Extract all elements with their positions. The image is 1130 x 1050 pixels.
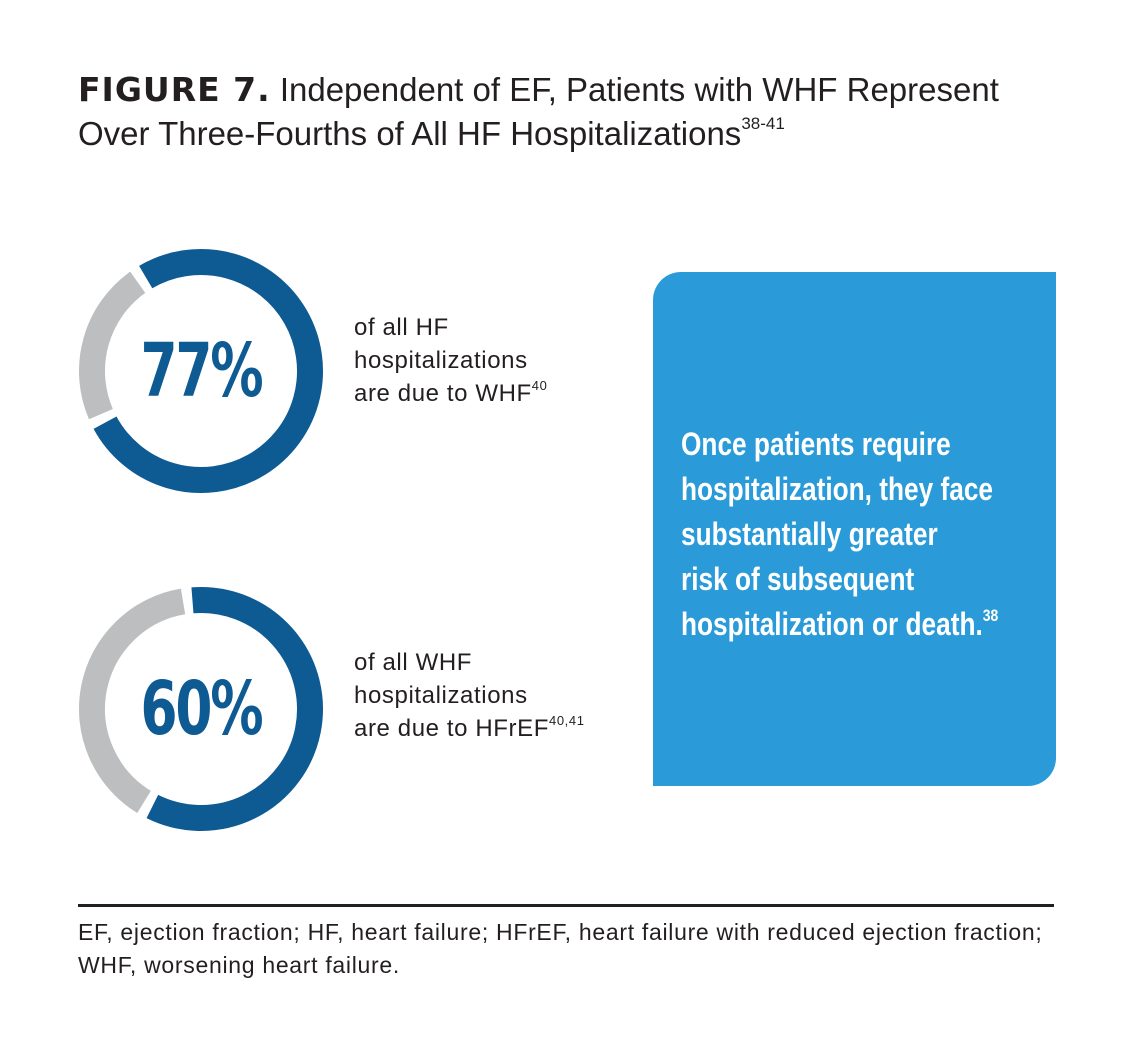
callout-body: Once patients require hospitalization, t… bbox=[681, 426, 994, 642]
caption-line: hospitalizations bbox=[354, 347, 528, 374]
donut-value-label: 77% bbox=[140, 328, 263, 414]
callout-refs: 38 bbox=[982, 606, 999, 625]
caption-refs: 40,41 bbox=[549, 713, 585, 728]
donut-caption-hfref: of all WHF hospitalizations are due to H… bbox=[354, 646, 585, 745]
caption-refs: 40 bbox=[531, 378, 548, 393]
caption-line: are due to HFrEF40,41 bbox=[354, 712, 585, 745]
donut-remainder-arc bbox=[79, 271, 146, 420]
callout-text: Once patients require hospitalization, t… bbox=[681, 422, 1075, 647]
donut-chart-hfref: 60% bbox=[70, 578, 332, 840]
caption-line: are due to WHF40 bbox=[354, 377, 547, 410]
figure-label: FIGURE 7. bbox=[78, 70, 271, 109]
footnote-divider bbox=[78, 904, 1054, 907]
donut-caption-whf: of all HF hospitalizations are due to WH… bbox=[354, 311, 547, 410]
donut-value-arc bbox=[93, 249, 323, 493]
donut-svg-whf bbox=[79, 249, 323, 493]
caption-text: are due to WHF bbox=[354, 380, 532, 407]
figure-title-text: Independent of EF, Patients with WHF Rep… bbox=[78, 71, 999, 152]
caption-line: hospitalizations bbox=[354, 682, 528, 709]
figure-title: FIGURE 7. Independent of EF, Patients wi… bbox=[78, 68, 1078, 156]
donut-svg-hfref bbox=[79, 587, 323, 831]
caption-text: are due to HFrEF bbox=[354, 715, 550, 742]
figure-title-refs: 38-41 bbox=[741, 114, 785, 133]
donut-remainder-arc bbox=[79, 588, 186, 814]
caption-line: of all HF bbox=[354, 314, 449, 341]
callout-box: Once patients require hospitalization, t… bbox=[653, 272, 1056, 786]
footnote: EF, ejection fraction; HF, heart failure… bbox=[78, 919, 1043, 978]
donut-value-label: 60% bbox=[140, 666, 263, 752]
donut-value-arc bbox=[146, 587, 323, 831]
donut-chart-whf: 77% bbox=[70, 240, 332, 502]
caption-line: of all WHF bbox=[354, 649, 473, 676]
